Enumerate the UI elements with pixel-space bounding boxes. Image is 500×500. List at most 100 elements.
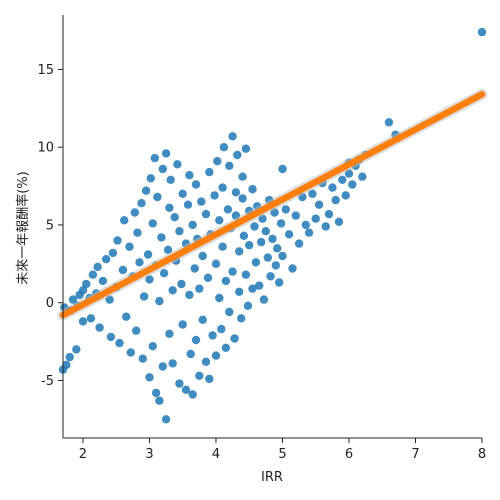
scatter-point bbox=[324, 209, 334, 219]
scatter-point bbox=[245, 241, 254, 250]
x-tick-label: 6 bbox=[345, 447, 353, 462]
scatter-point bbox=[208, 331, 217, 340]
scatter-point bbox=[177, 279, 186, 289]
scatter-point bbox=[153, 192, 162, 202]
scatter-point bbox=[261, 227, 270, 236]
scatter-point bbox=[263, 253, 272, 262]
scatter-point bbox=[215, 293, 224, 303]
scatter-point bbox=[266, 272, 275, 281]
scatter-point bbox=[291, 211, 300, 220]
scatter-point bbox=[158, 362, 167, 371]
scatter-point bbox=[477, 27, 487, 37]
scatter-point bbox=[98, 276, 108, 286]
scatter-point bbox=[191, 335, 201, 345]
scatter-point bbox=[328, 183, 337, 192]
scatter-point bbox=[221, 343, 231, 352]
scatter-point bbox=[251, 258, 261, 267]
scatter-point bbox=[190, 264, 199, 273]
scatter-point bbox=[178, 189, 187, 198]
scatter-point bbox=[170, 213, 179, 222]
scatter-point bbox=[223, 205, 233, 214]
scatter-point bbox=[168, 359, 177, 368]
scatter-point bbox=[198, 315, 207, 324]
scatter-point bbox=[168, 286, 177, 295]
scatter-point bbox=[181, 385, 191, 394]
scatter-point bbox=[141, 186, 151, 195]
scatter-point bbox=[334, 217, 344, 226]
scatter-point bbox=[235, 287, 244, 296]
scatter-point bbox=[228, 267, 237, 276]
scatter-point bbox=[248, 185, 257, 194]
scatter-point bbox=[148, 342, 157, 351]
x-tick-label: 5 bbox=[278, 447, 286, 462]
x-tick-label: 4 bbox=[212, 447, 220, 462]
y-axis-ticks: -5 0 5 10 15 bbox=[37, 63, 63, 389]
scatter-point bbox=[241, 144, 251, 153]
scatter-point bbox=[243, 301, 253, 310]
scatter-point bbox=[230, 334, 239, 343]
scatter-point bbox=[138, 354, 147, 363]
scatter-point bbox=[175, 379, 184, 388]
scatter-point bbox=[197, 197, 206, 206]
scatter-point bbox=[118, 265, 128, 275]
scatter-point bbox=[271, 261, 280, 270]
scatter-point bbox=[145, 275, 154, 284]
scatter-point bbox=[238, 172, 247, 181]
scatter-point bbox=[145, 373, 154, 382]
scatter-point bbox=[221, 276, 231, 286]
scatter-point bbox=[120, 216, 129, 225]
scatter-point bbox=[195, 371, 204, 380]
scatter-point bbox=[155, 296, 164, 306]
scatter-point bbox=[150, 153, 159, 163]
scatter-point bbox=[183, 200, 193, 209]
scatter-point bbox=[235, 247, 244, 256]
regression-line-layer bbox=[57, 88, 488, 321]
scatter-point bbox=[146, 174, 155, 183]
scatter-point bbox=[143, 250, 153, 259]
scatter-point bbox=[95, 323, 104, 332]
scatter-point bbox=[276, 219, 286, 228]
x-tick-label: 8 bbox=[478, 447, 486, 462]
scatter-point bbox=[311, 214, 320, 223]
scatter-point bbox=[159, 269, 169, 278]
scatter-point bbox=[178, 320, 187, 329]
scatter-point bbox=[68, 295, 78, 304]
scatter-point bbox=[195, 284, 204, 293]
x-axis-ticks: 2 3 4 5 6 7 8 bbox=[79, 438, 486, 462]
scatter-point bbox=[213, 157, 222, 166]
x-axis-title: IRR bbox=[261, 470, 283, 485]
scatter-point bbox=[218, 183, 227, 192]
scatter-point bbox=[278, 251, 287, 261]
scatter-point bbox=[78, 286, 88, 295]
scatter-point bbox=[217, 324, 226, 334]
x-tick-label: 7 bbox=[411, 447, 419, 462]
scatter-point bbox=[62, 360, 71, 370]
scatter-point bbox=[233, 150, 242, 160]
scatter-point bbox=[166, 175, 175, 184]
scatter-point bbox=[205, 374, 214, 384]
scatter-point bbox=[301, 220, 310, 230]
scatter-point bbox=[188, 220, 197, 230]
scatter-point bbox=[102, 255, 111, 264]
scatter-point bbox=[135, 258, 144, 267]
scatter-point bbox=[231, 188, 241, 197]
scatter-point bbox=[259, 295, 269, 304]
scatter-point bbox=[191, 180, 201, 189]
x-tick-label: 3 bbox=[145, 447, 153, 462]
scatter-point bbox=[210, 191, 219, 200]
scatter-point bbox=[132, 326, 141, 335]
scatter-point bbox=[155, 396, 164, 405]
scatter-point bbox=[126, 348, 135, 357]
scatter-point bbox=[161, 415, 171, 424]
scatter-point bbox=[157, 233, 166, 242]
scatter-point bbox=[88, 270, 98, 279]
scatter-point bbox=[86, 314, 96, 323]
scatter-point bbox=[321, 222, 330, 231]
scatter-point bbox=[219, 143, 229, 152]
scatter-point bbox=[304, 228, 314, 237]
scatter-point bbox=[338, 175, 347, 184]
scatter-point bbox=[238, 194, 247, 203]
scatter-point bbox=[211, 259, 221, 268]
scatter-point bbox=[163, 245, 173, 254]
